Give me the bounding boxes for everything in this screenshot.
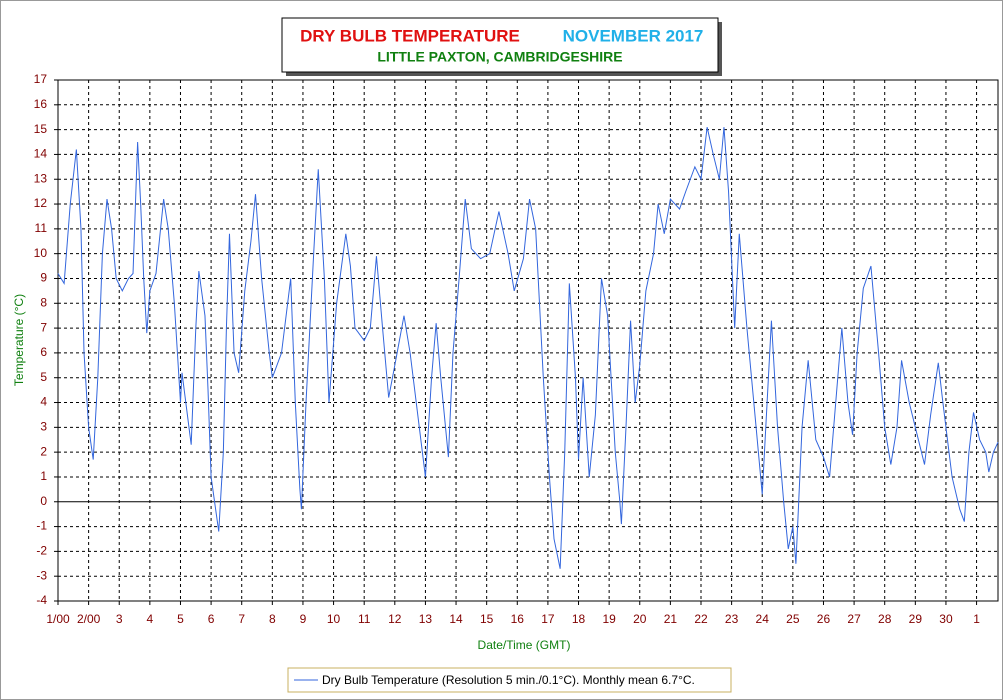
y-tick-label: 10 [34,246,48,260]
y-tick-label: 0 [40,494,47,508]
y-tick-label: 4 [40,395,47,409]
chart-subtitle: LITTLE PAXTON, CAMBRIDGESHIRE [377,49,622,65]
y-tick-label: -4 [36,593,47,607]
y-tick-label: 2 [40,444,47,458]
x-tick-label: 24 [756,612,770,626]
x-tick-label: 28 [878,612,892,626]
x-tick-label: 15 [480,612,494,626]
x-tick-label: 11 [358,612,371,626]
x-tick-label: 25 [786,612,800,626]
x-tick-label: 14 [449,612,463,626]
x-tick-label: 16 [511,612,525,626]
y-tick-label: 14 [34,147,48,161]
x-tick-label: 30 [939,612,953,626]
y-tick-label: 6 [40,345,47,359]
y-tick-label: -1 [36,519,47,533]
x-tick-label: 19 [602,612,616,626]
x-tick-label: 26 [817,612,831,626]
x-tick-label: 22 [694,612,708,626]
x-tick-label: 27 [847,612,861,626]
y-tick-label: 3 [40,420,47,434]
y-axis-label: Temperature (°C) [12,294,26,386]
y-tick-label: 12 [34,196,48,210]
x-tick-label: 3 [116,612,123,626]
chart-title: DRY BULB TEMPERATURE [300,26,520,45]
chart-title-period: NOVEMBER 2017 [563,26,704,45]
y-tick-label: -3 [36,568,47,582]
x-tick-label: 1/00 [46,612,70,626]
title-box [281,17,719,73]
x-axis-label: Date/Time (GMT) [478,638,571,652]
x-tick-label: 17 [541,612,555,626]
legend-box [287,667,732,693]
y-tick-label: 11 [35,221,48,235]
x-tick-label: 29 [909,612,923,626]
y-tick-label: 8 [40,295,47,309]
temperature-line [57,127,999,569]
x-tick-label: 2/00 [77,612,101,626]
plot-frame [57,79,999,602]
x-tick-label: 13 [419,612,433,626]
y-tick-label: 9 [40,271,47,285]
x-tick-label: 8 [269,612,276,626]
y-tick-label: -2 [36,544,47,558]
x-tick-label: 5 [177,612,184,626]
x-tick-label: 10 [327,612,341,626]
y-tick-label: 13 [34,171,48,185]
x-tick-label: 20 [633,612,647,626]
x-tick-label: 1 [973,612,980,626]
x-tick-label: 21 [664,612,678,626]
x-tick-label: 9 [300,612,307,626]
x-tick-label: 4 [147,612,154,626]
y-tick-label: 7 [40,320,47,334]
x-tick-label: 18 [572,612,586,626]
x-tick-label: 7 [238,612,245,626]
y-tick-label: 5 [40,370,47,384]
y-tick-label: 15 [34,122,48,136]
x-tick-label: 23 [725,612,739,626]
x-tick-label: 12 [388,612,402,626]
legend-label: Dry Bulb Temperature (Resolution 5 min./… [322,673,695,687]
x-tick-label: 6 [208,612,215,626]
y-tick-label: 16 [34,97,48,111]
y-tick-label: 17 [34,72,48,86]
y-tick-label: 1 [40,469,47,483]
